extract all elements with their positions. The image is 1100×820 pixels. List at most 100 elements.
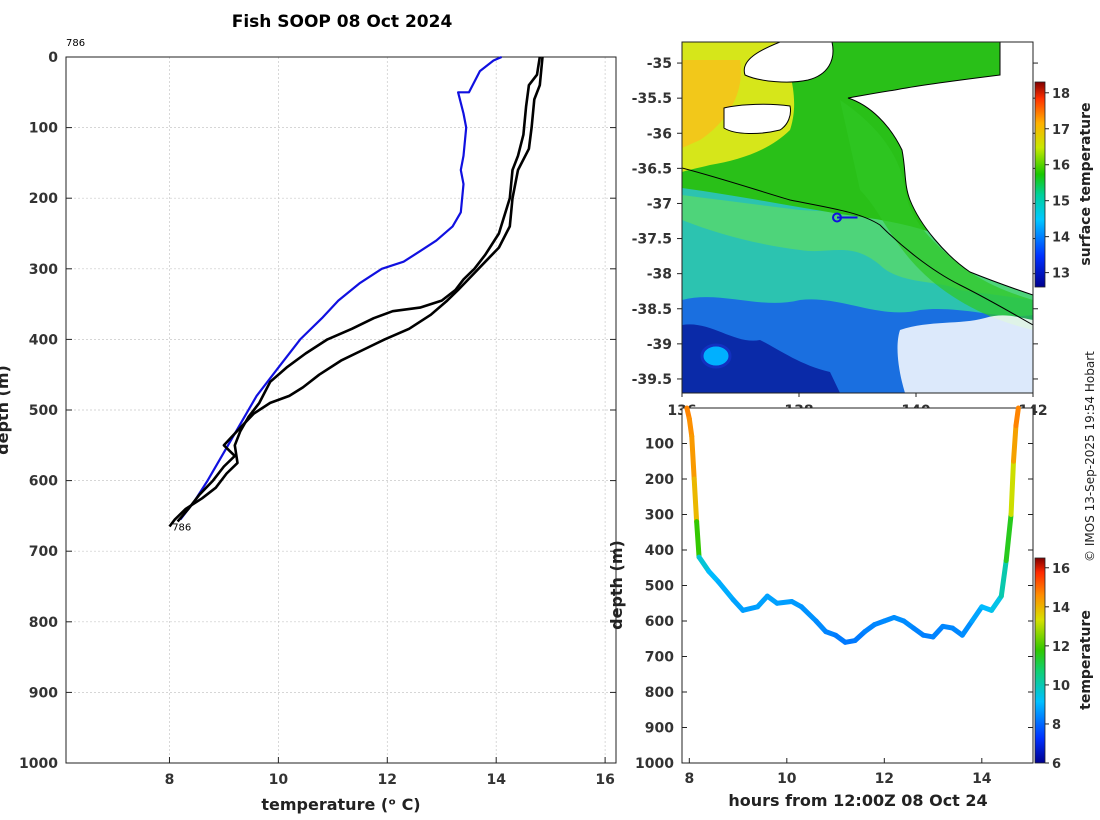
profile-annotation-top: 786 (66, 38, 85, 49)
profile-ticks: 8 10 12 14 16 0 100 200 300 400 500 600 700 800 900 100… (19, 50, 616, 788)
sst-map (682, 42, 1033, 393)
profile-xlabel: temperature (ᵒ C) (261, 795, 420, 814)
profile-ytick-label: 900 (29, 685, 58, 701)
map-shelf-line (682, 167, 1033, 326)
section-ytick-label: 800 (645, 685, 674, 701)
map-gulf-warm-core (682, 60, 741, 148)
section-trace-segment (969, 604, 985, 624)
section-ytick-label: 500 (645, 579, 674, 595)
section-colorbar-tick-label: 8 (1052, 718, 1061, 733)
map-colorbar-tick-label: 13 (1052, 267, 1070, 282)
section-trace-segment (689, 433, 697, 482)
map-frame (681, 41, 1034, 394)
section-ytick-label: 700 (645, 650, 674, 666)
section-trace-segment (1003, 512, 1014, 564)
profile-ytick-label: 500 (29, 403, 58, 419)
section-trace-segment (1011, 423, 1019, 464)
section-colorbar-tick-label: 16 (1052, 562, 1070, 577)
section-ytick-label: 200 (645, 472, 674, 488)
map-land-mainland (847, 42, 1033, 296)
map-track-start-marker (832, 212, 843, 223)
section-ytick-label: 900 (645, 721, 674, 737)
section-trace-segment (694, 519, 702, 560)
section-ticks: 100 200 300 400 500 600 700 800 900 1000 8 10 12 14 (635, 437, 1033, 787)
map-colder-water-southwest (682, 324, 840, 393)
section-trace-segment (696, 554, 712, 574)
profile-lines (168, 55, 544, 528)
figure-title: Fish SOOP 08 Oct 2024 (232, 12, 453, 32)
profile-ytick-label: 600 (29, 474, 58, 490)
section-frame (681, 407, 1034, 764)
section-colorbar-label: temperature (1078, 610, 1094, 710)
map-cloud-patch (897, 315, 1033, 393)
profile-xtick-label: 8 (165, 772, 175, 788)
profile-ytick-label: 300 (29, 262, 58, 278)
section-colorbar-tick-label: 10 (1052, 679, 1070, 694)
profile-ytick-label: 1000 (19, 756, 58, 772)
map-land-island (723, 103, 791, 134)
section-colorbar-tick-label: 14 (1052, 601, 1070, 616)
map-ytick-label: -38 (647, 267, 672, 283)
map-ytick-label: -38.5 (632, 302, 672, 318)
section-trace-segment (686, 416, 695, 439)
map-ytick-label: -37.5 (632, 232, 672, 248)
profile-black-1 (168, 56, 542, 528)
section-colorbar (1034, 557, 1046, 764)
section-trace-segment (798, 604, 819, 624)
section-colorbar-tick-label: 6 (1052, 757, 1061, 772)
section-trace-segment (989, 593, 1004, 613)
section-lines (684, 405, 1021, 645)
section-xtick-label: 10 (777, 771, 797, 787)
map-eddy (700, 343, 732, 369)
section-ytick-label: 600 (645, 614, 674, 630)
section-xtick-label: 8 (684, 771, 694, 787)
section-trace-segment (740, 604, 761, 613)
map-colorbar-label: surface temperature (1078, 102, 1094, 265)
map-coastal-band (840, 100, 1033, 330)
profile-ytick-label: 400 (29, 332, 58, 348)
profile-ytick-label: 700 (29, 544, 58, 560)
map-colorbar-tick-label: 17 (1052, 123, 1070, 138)
section-xlabel: hours from 12:00Z 08 Oct 24 (728, 791, 987, 810)
profile-ytick-label: 100 (29, 121, 58, 137)
profile-plot-frame (65, 56, 617, 764)
section-ytick-label: 300 (645, 508, 674, 524)
profile-xtick-label: 14 (486, 772, 506, 788)
section-ytick-label: 400 (645, 543, 674, 559)
section-ylabel: depth (m) (607, 540, 626, 630)
map-ytick-label: -35 (647, 56, 672, 72)
credit-text: © IMOS 13-Sep-2025 19:54 Hobart (1083, 351, 1097, 562)
map-ytick-label: -39 (647, 337, 672, 353)
section-colorbar-ticks: 6 8 10 12 14 16 (1045, 562, 1070, 772)
map-colorbar-tick-label: 15 (1052, 195, 1070, 210)
map-ytick-label: -35.5 (632, 91, 672, 107)
section-trace-segment (1013, 405, 1021, 429)
profile-ytick-label: 800 (29, 615, 58, 631)
map-ytick-label: -36 (647, 126, 672, 142)
map-ytick-label: -36.5 (632, 161, 672, 177)
map-colorbar-ticks: 13 14 15 16 17 18 (1045, 87, 1070, 282)
profile-xtick-label: 12 (378, 772, 397, 788)
section-trace-segment (716, 579, 736, 603)
map-colorbar-tick-label: 14 (1052, 231, 1070, 246)
profile-ytick-label: 200 (29, 191, 58, 207)
section-trace-segment (691, 476, 700, 525)
map-colorbar-tick-label: 16 (1052, 159, 1070, 174)
section-ytick-label: 100 (645, 437, 674, 453)
profile-ylabel: depth (m) (0, 365, 12, 455)
section-xtick-label: 12 (875, 771, 894, 787)
profile-xtick-label: 16 (595, 772, 614, 788)
map-ytick-label: -37 (647, 196, 672, 212)
profile-grid (66, 56, 616, 764)
profile-annotation-bottom: 786 (172, 523, 191, 534)
map-ytick-label: -39.5 (632, 372, 672, 388)
profile-black-2 (176, 56, 544, 523)
section-trace-segment (959, 618, 975, 638)
section-trace-segment (1008, 458, 1016, 517)
section-trace-segment (998, 558, 1009, 599)
map-track (832, 212, 858, 223)
section-xtick-label: 14 (972, 771, 992, 787)
map-colorbar (1034, 81, 1046, 288)
map-colorbar-tick-label: 18 (1052, 87, 1070, 102)
